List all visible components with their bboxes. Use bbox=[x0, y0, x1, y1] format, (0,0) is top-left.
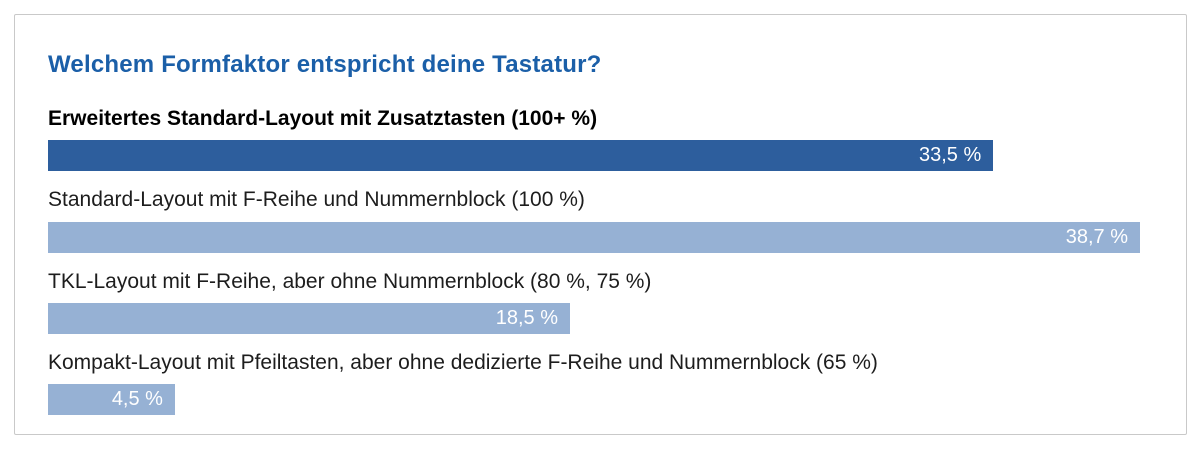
poll-bar-value: 33,5 % bbox=[919, 144, 982, 167]
poll-option-label: Standard-Layout mit F-Reihe und Nummernb… bbox=[48, 188, 585, 212]
poll-card: Welchem Formfaktor entspricht deine Tast… bbox=[14, 14, 1187, 435]
poll-bar-value: 38,7 % bbox=[1065, 225, 1128, 248]
poll-bar: 18,5 % bbox=[48, 302, 570, 334]
poll-bar: 4,5 % bbox=[48, 384, 175, 416]
poll-option-label: Erweitertes Standard-Layout mit Zusatzta… bbox=[48, 107, 598, 130]
poll-option-row: TKL-Layout mit F-Reihe, aber ohne Nummer… bbox=[48, 268, 1140, 334]
poll-title: Welchem Formfaktor entspricht deine Tast… bbox=[48, 51, 602, 78]
poll-option-label: TKL-Layout mit F-Reihe, aber ohne Nummer… bbox=[48, 269, 652, 293]
poll-option-row: Erweitertes Standard-Layout mit Zusatzta… bbox=[48, 105, 1140, 172]
poll-bar: 33,5 % bbox=[48, 140, 994, 172]
poll-bar-value: 18,5 % bbox=[495, 306, 558, 329]
poll-option-row: Kompakt-Layout mit Pfeiltasten, aber ohn… bbox=[48, 349, 1140, 416]
poll-bar-value: 4,5 % bbox=[111, 388, 163, 411]
poll-option-row: Standard-Layout mit F-Reihe und Nummernb… bbox=[48, 186, 1140, 253]
poll-options: Erweitertes Standard-Layout mit Zusatzta… bbox=[48, 105, 1140, 416]
poll-bar: 38,7 % bbox=[48, 221, 1140, 253]
poll-option-label: Kompakt-Layout mit Pfeiltasten, aber ohn… bbox=[48, 350, 878, 374]
